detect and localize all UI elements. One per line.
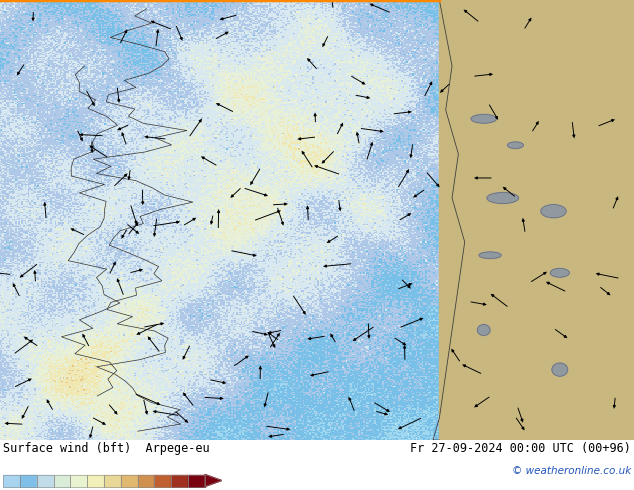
Bar <box>171 474 188 487</box>
Text: Fr 27-09-2024 00:00 UTC (00+96): Fr 27-09-2024 00:00 UTC (00+96) <box>410 441 631 455</box>
Ellipse shape <box>507 142 523 148</box>
Ellipse shape <box>552 363 567 376</box>
Bar <box>104 474 121 487</box>
Bar <box>138 474 155 487</box>
Polygon shape <box>205 474 222 487</box>
Ellipse shape <box>487 193 519 203</box>
Polygon shape <box>439 0 634 440</box>
Text: © weatheronline.co.uk: © weatheronline.co.uk <box>512 466 631 476</box>
Bar <box>3 474 20 487</box>
Bar <box>138 474 155 487</box>
Bar <box>3 474 20 487</box>
Bar <box>155 474 171 487</box>
Bar <box>87 474 104 487</box>
Bar <box>37 474 54 487</box>
Ellipse shape <box>471 114 496 123</box>
Ellipse shape <box>541 205 566 218</box>
Ellipse shape <box>550 269 569 277</box>
Text: Surface wind (bft)  Arpege-eu: Surface wind (bft) Arpege-eu <box>3 441 210 455</box>
Ellipse shape <box>479 252 501 259</box>
Bar <box>121 474 138 487</box>
Bar <box>20 474 37 487</box>
Bar <box>54 474 70 487</box>
Bar <box>20 474 37 487</box>
Bar <box>70 474 87 487</box>
Bar <box>121 474 138 487</box>
Bar <box>87 474 104 487</box>
Bar <box>155 474 171 487</box>
Bar <box>37 474 54 487</box>
Ellipse shape <box>477 324 490 336</box>
Bar <box>104 474 121 487</box>
Bar <box>188 474 205 487</box>
Bar <box>171 474 188 487</box>
Bar <box>70 474 87 487</box>
Bar <box>188 474 205 487</box>
Bar <box>54 474 70 487</box>
